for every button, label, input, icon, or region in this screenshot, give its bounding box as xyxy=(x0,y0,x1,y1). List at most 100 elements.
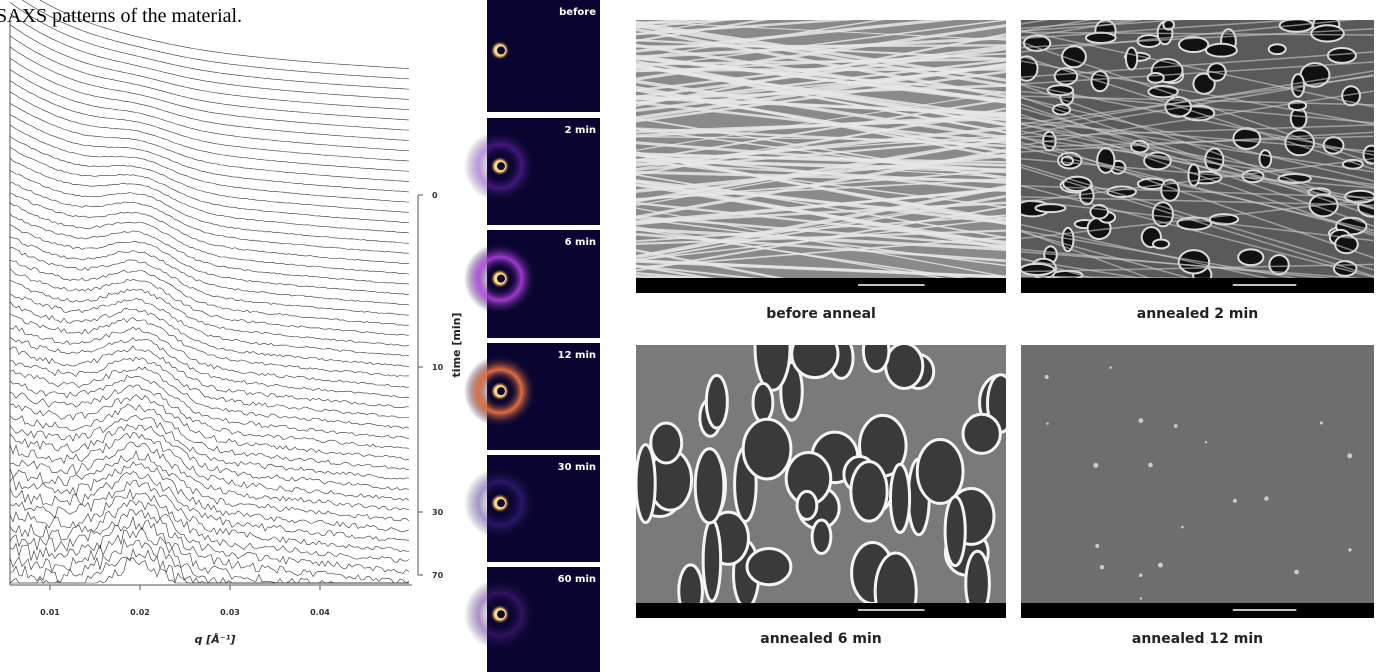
speck xyxy=(1093,463,1098,468)
pore xyxy=(863,330,889,371)
curve xyxy=(10,136,409,212)
pore xyxy=(812,520,831,553)
speck xyxy=(1294,570,1299,575)
curve xyxy=(10,36,409,120)
scale-bar-strip xyxy=(1021,278,1374,293)
caption: SAXS patterns of the material. xyxy=(0,5,242,27)
sem-caption: annealed 6 min xyxy=(760,631,881,647)
pore xyxy=(1153,240,1169,249)
beamstop xyxy=(497,46,505,54)
page: SAXS patterns of the material. q [Å⁻¹] t… xyxy=(0,0,1385,672)
x-tick-label: 0.03 xyxy=(220,608,240,617)
pore xyxy=(753,383,773,422)
pore xyxy=(1311,25,1344,41)
x-tick-label: 0.01 xyxy=(40,608,60,617)
curve xyxy=(10,25,409,110)
curve xyxy=(10,193,409,264)
speck xyxy=(1181,526,1184,529)
time-tick-label: 70 xyxy=(432,571,444,580)
x-tick-label: 0.02 xyxy=(130,608,150,617)
curve xyxy=(10,489,409,562)
figure: SAXS patterns of the material. q [Å⁻¹] t… xyxy=(0,0,1385,672)
sem-caption: annealed 2 min xyxy=(1137,306,1258,322)
saxs-label: 12 min xyxy=(558,350,596,361)
beamstop xyxy=(497,387,505,395)
speck xyxy=(1046,422,1048,424)
saxs-label: 2 min xyxy=(565,125,596,136)
pore xyxy=(747,549,791,585)
curve xyxy=(10,114,409,192)
sem-caption: before anneal xyxy=(766,306,876,322)
curve xyxy=(10,170,409,243)
pore xyxy=(917,439,963,503)
speck xyxy=(1139,574,1142,577)
speck xyxy=(1320,421,1323,424)
scale-bar-strip xyxy=(636,278,1006,293)
pore xyxy=(792,330,838,377)
curve xyxy=(10,509,409,583)
speck xyxy=(1148,463,1153,468)
speck xyxy=(1158,563,1163,568)
curve xyxy=(10,451,409,521)
curve xyxy=(10,269,409,336)
curve xyxy=(10,472,409,541)
speck xyxy=(1095,544,1099,548)
speck xyxy=(1264,496,1269,501)
curve xyxy=(10,549,409,583)
speck xyxy=(1109,366,1112,369)
time-tick-label: 10 xyxy=(432,363,444,372)
speck xyxy=(1100,565,1104,569)
curve xyxy=(10,528,409,583)
speck xyxy=(1140,597,1142,599)
pore xyxy=(703,520,721,601)
speck xyxy=(1348,548,1351,551)
pore xyxy=(875,553,916,630)
pore xyxy=(706,375,727,428)
sem-bg xyxy=(1021,345,1374,603)
time-tick-label: 0 xyxy=(432,191,438,200)
speck xyxy=(1347,453,1352,458)
pore xyxy=(743,419,791,479)
speck xyxy=(1138,418,1143,423)
speck xyxy=(1174,424,1178,428)
saxs-label: before xyxy=(559,7,596,18)
curve xyxy=(10,47,409,130)
sem-image xyxy=(1021,345,1374,603)
scale-bar-strip xyxy=(636,603,1006,618)
pore xyxy=(636,445,655,523)
sem-caption: annealed 12 min xyxy=(1132,631,1263,647)
curve xyxy=(10,337,409,398)
curve xyxy=(10,442,409,510)
curve xyxy=(10,214,409,284)
scale-bar-strip xyxy=(1021,603,1374,618)
speck xyxy=(1205,441,1207,443)
beamstop xyxy=(497,275,505,283)
pore xyxy=(1269,44,1286,54)
speck xyxy=(1233,499,1237,503)
pore xyxy=(797,491,817,519)
saxs-label: 6 min xyxy=(565,237,596,248)
time-tick-label: 30 xyxy=(432,508,444,517)
curve xyxy=(10,158,409,233)
pore xyxy=(851,462,887,522)
pore xyxy=(1126,48,1137,70)
sem-image xyxy=(636,307,1022,631)
curve xyxy=(10,375,409,438)
speck xyxy=(1045,375,1049,379)
x-tick-label: 0.04 xyxy=(310,608,330,617)
curve xyxy=(10,500,409,573)
pore xyxy=(945,497,965,566)
pore xyxy=(963,414,1000,453)
curve xyxy=(10,326,409,388)
curve xyxy=(10,92,409,172)
pore xyxy=(1148,73,1164,83)
curve xyxy=(10,425,409,491)
waterfall-plot: q [Å⁻¹] time [min] 0.010.020.030.0401030… xyxy=(10,0,463,646)
curve xyxy=(10,405,409,470)
beamstop xyxy=(497,610,505,618)
pore xyxy=(890,464,909,532)
pore xyxy=(1206,44,1237,57)
pore xyxy=(695,449,724,523)
curve xyxy=(10,148,409,223)
saxs-label: 30 min xyxy=(558,462,596,473)
